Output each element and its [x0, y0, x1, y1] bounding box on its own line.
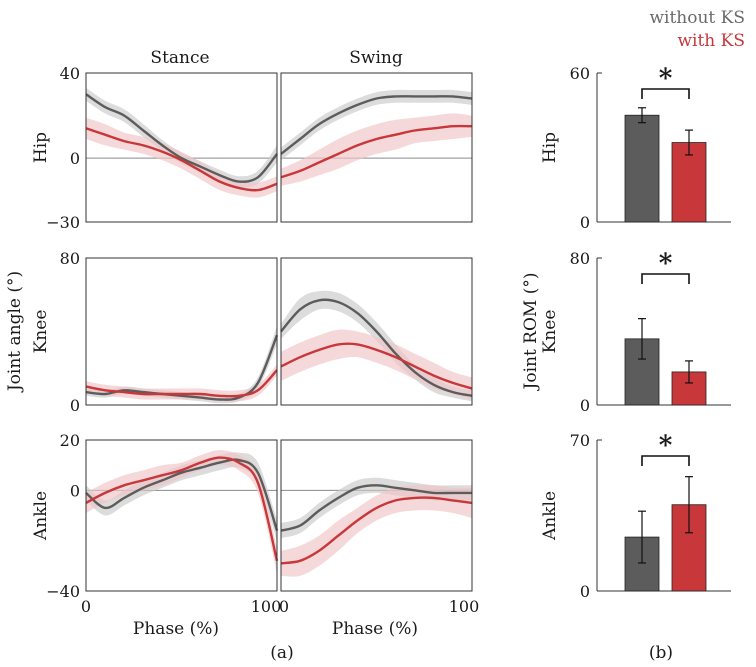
legend: without KS with KS [649, 8, 745, 51]
knee-stance-axes-frame [85, 257, 278, 406]
ankle-swing-without-ks-mean-line [280, 484, 472, 532]
knee-stance-with-ks-mean-line [85, 369, 278, 398]
ankle-rom-significance-bracket [641, 455, 690, 466]
hip-stance-with-ks-mean-line [85, 127, 278, 192]
legend-with-ks: with KS [677, 31, 745, 51]
ankle-swing-with-ks-mean-line [280, 496, 473, 565]
hip-rom-y-tick-max: 60 [570, 64, 590, 83]
x-tick-swing-100: 100 [449, 597, 480, 616]
hip-rom-row-label: Hip [540, 132, 560, 163]
knee-row-label: Knee [31, 310, 51, 354]
knee-swing-with-ks-mean-line [280, 342, 473, 390]
ankle-rom-y-tick-min: 0 [580, 582, 590, 601]
ankle-rom-y-tick-max: 70 [570, 431, 590, 450]
knee-y-tick-label: 0 [70, 396, 80, 415]
ankle-y-tick-label: 0 [70, 481, 80, 500]
x-tick-stance-100: 100 [251, 597, 282, 616]
hip-row-label: Hip [31, 132, 51, 163]
hip-rom-significance-bracket [641, 88, 690, 99]
column-header-swing: Swing [349, 48, 403, 68]
hip-y-tick-label: 40 [60, 64, 80, 83]
hip-swing-axes-frame [280, 72, 473, 223]
hip-swing-with-ks-sd-band [281, 113, 472, 186]
column-header-stance: Stance [150, 48, 209, 68]
x-tick-swing-0: 0 [279, 597, 289, 616]
ankle-stance-with-ks-mean-line [85, 456, 279, 562]
knee-y-tick-label: 80 [60, 249, 80, 268]
legend-without-ks: without KS [649, 8, 745, 28]
ankle-row-label: Ankle [31, 491, 51, 541]
panel-label-a: (a) [270, 643, 293, 663]
panel-label-b: (b) [649, 643, 673, 663]
knee-rom-y-tick-max: 80 [570, 249, 590, 268]
hip-y-tick-label: 0 [70, 149, 80, 168]
hip-swing-with-ks-mean-line [280, 124, 473, 179]
hip-swing-without-ks-mean-line [280, 95, 473, 155]
hip-rom-significance-star: * [659, 64, 673, 94]
ankle-stance-axes-frame [85, 439, 278, 592]
hip-rom-y-tick-min: 0 [580, 213, 590, 232]
ankle-swing-axes-frame [280, 439, 473, 592]
x-axis-title-stance: Phase (%) [133, 619, 219, 639]
ankle-y-tick-label: −40 [46, 582, 80, 601]
ankle-stance-without-ks-mean-line [85, 458, 279, 531]
ankle-stance-with-ks-sd-band [86, 450, 277, 574]
knee-swing-axes-frame [280, 257, 473, 406]
joint-angle-plots: Hip 40 0 −30 Knee 80 0 Ankle 20 0 −40 [31, 64, 473, 601]
knee-swing-without-ks-mean-line [280, 298, 473, 397]
ankle-swing-with-ks-sd-band [281, 485, 472, 577]
knee-rom-y-tick-min: 0 [580, 396, 590, 415]
ankle-rom-significance-star: * [659, 431, 673, 461]
ankle-y-tick-label: 20 [60, 431, 80, 450]
hip-rom-bar-without-ks [624, 114, 660, 223]
joint-rom-plots: Hip 60 0 * Knee 80 0 * Ankle 70 0 * [540, 64, 731, 601]
x-tick-stance-0: 0 [81, 597, 91, 616]
knee-rom-row-label: Knee [540, 310, 560, 354]
knee-rom-significance-bracket [641, 273, 690, 284]
x-axis-title-swing: Phase (%) [332, 619, 418, 639]
hip-y-tick-label: −30 [46, 213, 80, 232]
hip-stance-without-ks-mean-line [85, 93, 278, 183]
joint-angle-axis-title: Joint angle (°) [5, 271, 25, 393]
knee-rom-significance-star: * [659, 249, 673, 279]
hip-stance-axes-frame [85, 72, 278, 223]
joint-rom-axis-title: Joint ROM (°) [521, 273, 541, 392]
ankle-rom-row-label: Ankle [540, 491, 560, 541]
